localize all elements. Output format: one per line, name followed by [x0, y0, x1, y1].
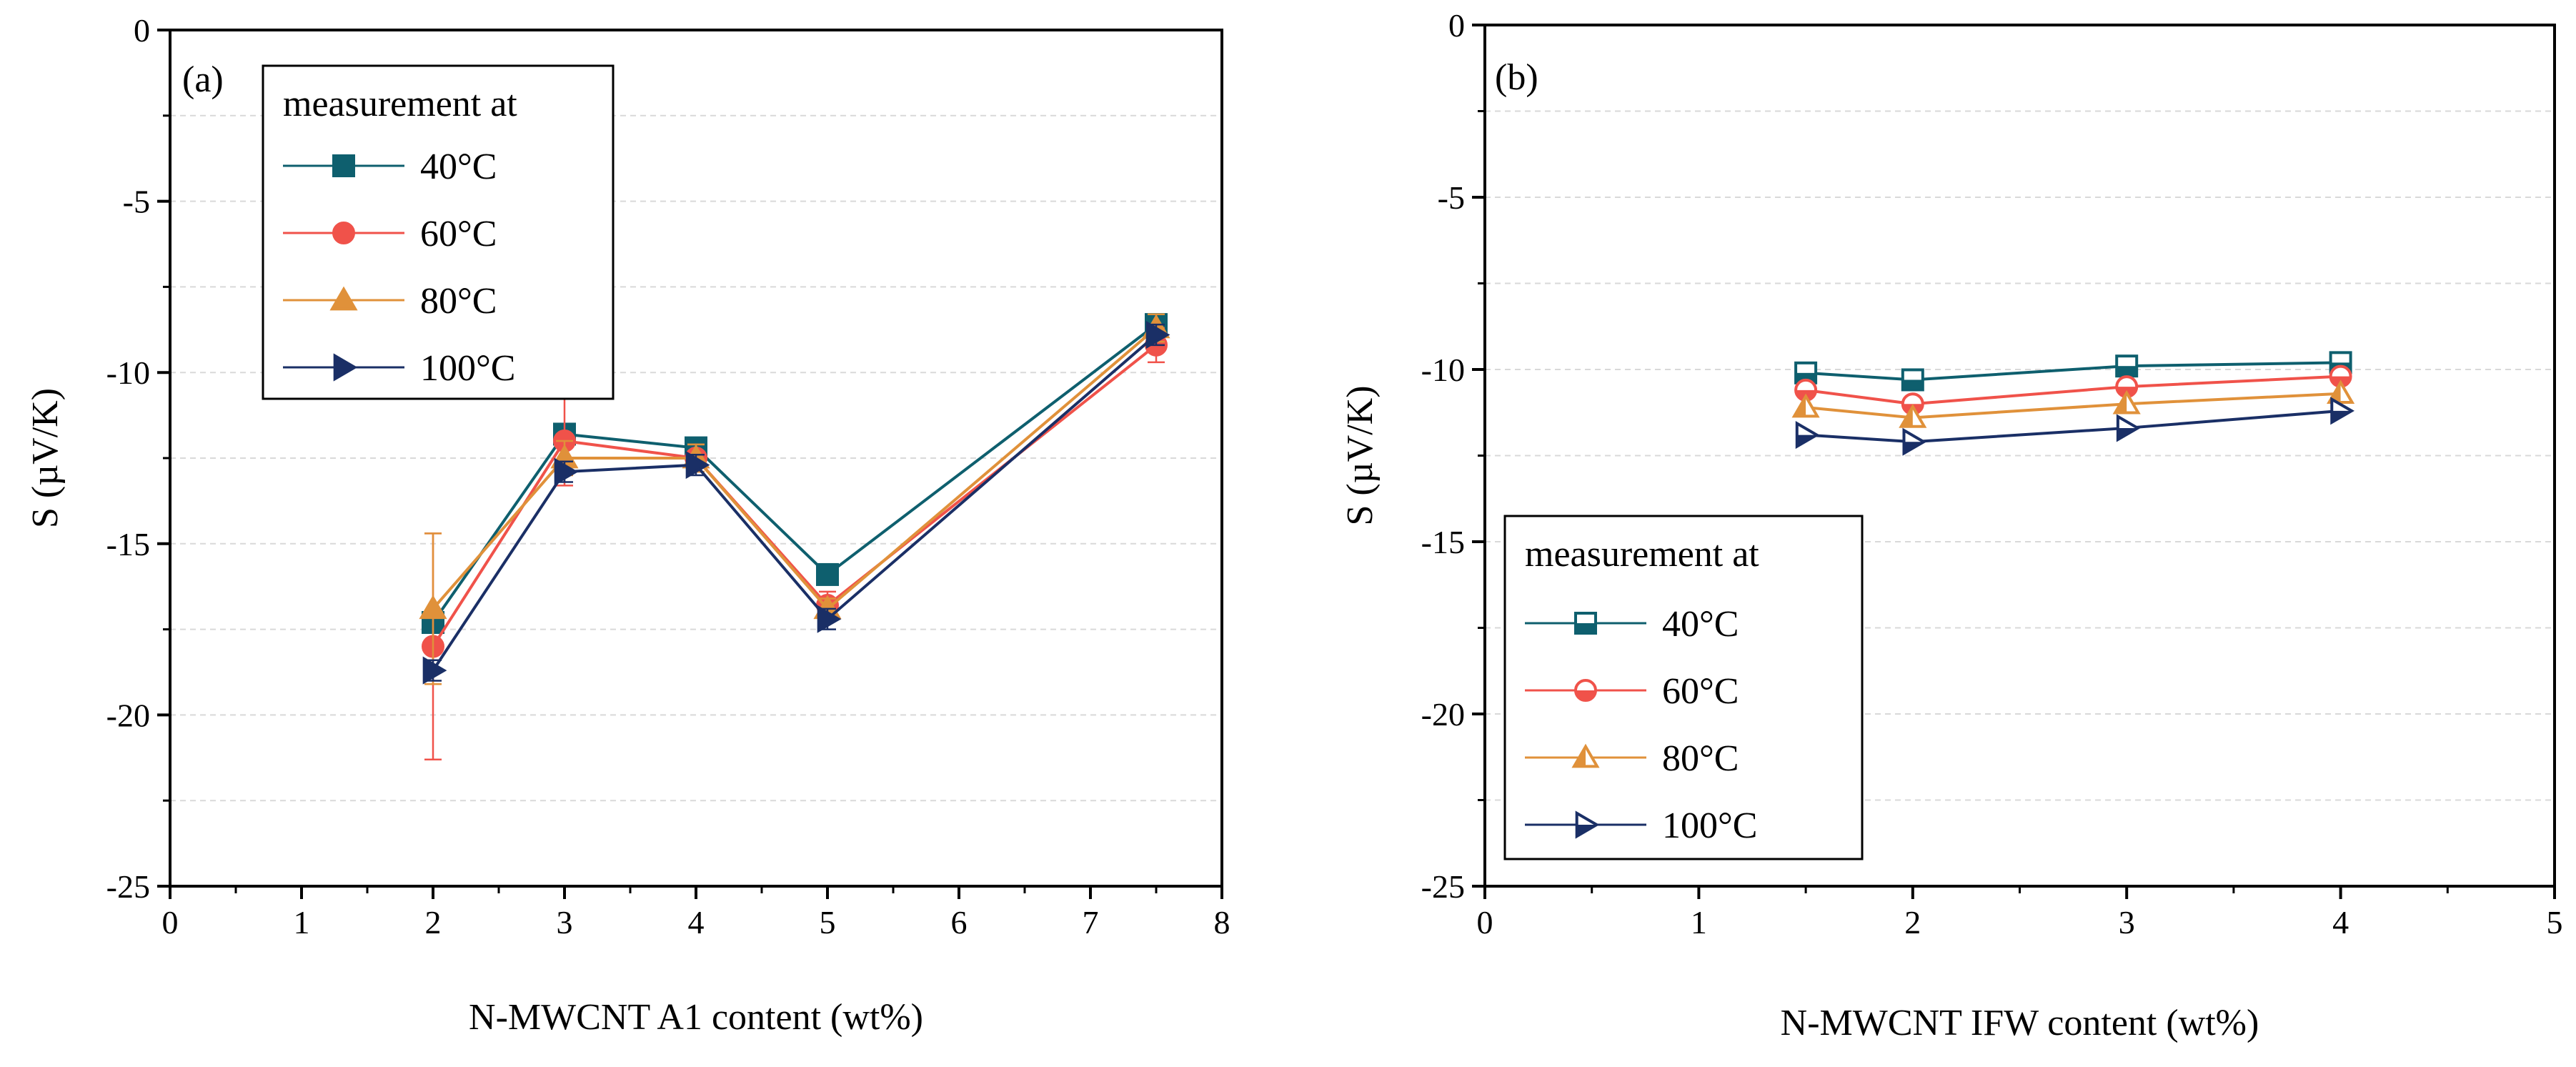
series-40C [1794, 351, 2352, 392]
x-axis-title: N-MWCNT IFW content (wt%) [1781, 1003, 2259, 1043]
legend-label: 80°C [420, 281, 497, 322]
data-point-fill [1902, 379, 1923, 390]
legend-marker-fill [1576, 623, 1596, 633]
legend: measurement at 40°C 60°C 80°C 100°C [262, 64, 615, 400]
x-tick-label: 5 [820, 904, 836, 941]
data-point [817, 605, 842, 633]
x-axis-title: N-MWCNT A1 content (wt%) [469, 997, 923, 1038]
data-point-fill [2332, 410, 2352, 422]
x-tick-label: 3 [557, 904, 573, 941]
x-tick-label: 3 [2119, 904, 2135, 941]
legend-marker [329, 286, 358, 311]
legend-marker [332, 222, 355, 244]
data-point-fill [1794, 396, 1806, 417]
x-tick-label: 5 [2547, 904, 2563, 941]
legend-label: 100°C [1662, 805, 1757, 846]
legend-marker-fill [1576, 825, 1597, 837]
data-point [422, 656, 447, 685]
data-point-fill [2117, 427, 2138, 440]
legend-label: 40°C [420, 147, 497, 187]
x-tick-label: 6 [951, 904, 968, 941]
chart-panel-a: 0 -5 -10 -15 -20 -25 0 1 2 3 4 5 6 7 8 S (µV/K) N-MWCNT … [25, 12, 1230, 1038]
y-tick-label: -10 [1421, 352, 1465, 388]
legend-label: 100°C [420, 348, 515, 389]
x-tick-label: 0 [1477, 904, 1493, 941]
legend-box [1503, 515, 1864, 860]
data-point [685, 451, 710, 480]
legend-label: 60°C [420, 214, 497, 254]
panel-label: (a) [182, 59, 224, 100]
legend-label: 40°C [1662, 604, 1739, 645]
legend-label: 60°C [1662, 671, 1739, 712]
series-line [1805, 361, 2341, 382]
series-line [1805, 392, 2341, 420]
legend-label: 80°C [1662, 738, 1739, 779]
data-point-fill [1901, 407, 1913, 427]
y-tick-label: -15 [1421, 524, 1465, 560]
y-tick-label: -20 [106, 697, 150, 733]
y-tick-label: 0 [1448, 7, 1465, 44]
data-point [1145, 320, 1170, 349]
legend-marker [333, 353, 358, 382]
panel-label: (b) [1495, 57, 1538, 98]
legend: measurement at 40°C 60°C 80°C 100°C [1503, 515, 1864, 860]
chart-panel-b: 0 -5 -10 -15 -20 -25 0 1 2 3 4 5 S (µV/K) N-MWCNT IFW… [1340, 7, 2563, 1043]
x-tick-label: 0 [162, 904, 179, 941]
legend-title: measurement at [283, 84, 517, 124]
data-point-fill [2115, 392, 2127, 413]
series-80C [1791, 379, 2355, 428]
data-point-fill [1904, 442, 1924, 454]
y-axis-title: S (µV/K) [1340, 385, 1381, 525]
data-point [419, 595, 447, 620]
y-tick-label: -20 [1421, 696, 1465, 733]
data-point-fill [2329, 382, 2341, 403]
legend-marker-fill [1576, 690, 1596, 700]
y-tick-label: -25 [106, 868, 150, 905]
y-tick-label: -25 [1421, 868, 1465, 905]
x-tick-label: 1 [1691, 904, 1707, 941]
y-axis-title: S (µV/K) [25, 388, 66, 528]
y-tick-label: -5 [123, 184, 150, 220]
y-tick-label: 0 [134, 12, 150, 49]
y-tick-label: -15 [106, 526, 150, 562]
series-line [1805, 374, 2341, 406]
y-tick-label: -5 [1438, 179, 1465, 216]
series-100C [1795, 397, 2354, 456]
legend-title: measurement at [1525, 534, 1759, 575]
x-tick-label: 2 [1904, 904, 1921, 941]
x-tick-label: 4 [2332, 904, 2349, 941]
x-tick-label: 7 [1083, 904, 1099, 941]
series-100C [422, 320, 1170, 685]
legend-marker-fill [1573, 746, 1586, 767]
legend-marker [332, 154, 355, 177]
data-point [816, 562, 839, 586]
x-tick-label: 2 [425, 904, 442, 941]
y-tick-label: -10 [106, 354, 150, 391]
x-tick-label: 1 [294, 904, 310, 941]
series-line [1805, 409, 2341, 444]
x-tick-label: 4 [688, 904, 705, 941]
x-tick-label: 8 [1214, 904, 1230, 941]
data-point [554, 457, 579, 486]
data-point-fill [1796, 435, 1817, 447]
data-point-fill [2117, 366, 2137, 377]
series-60C [1794, 364, 2352, 416]
